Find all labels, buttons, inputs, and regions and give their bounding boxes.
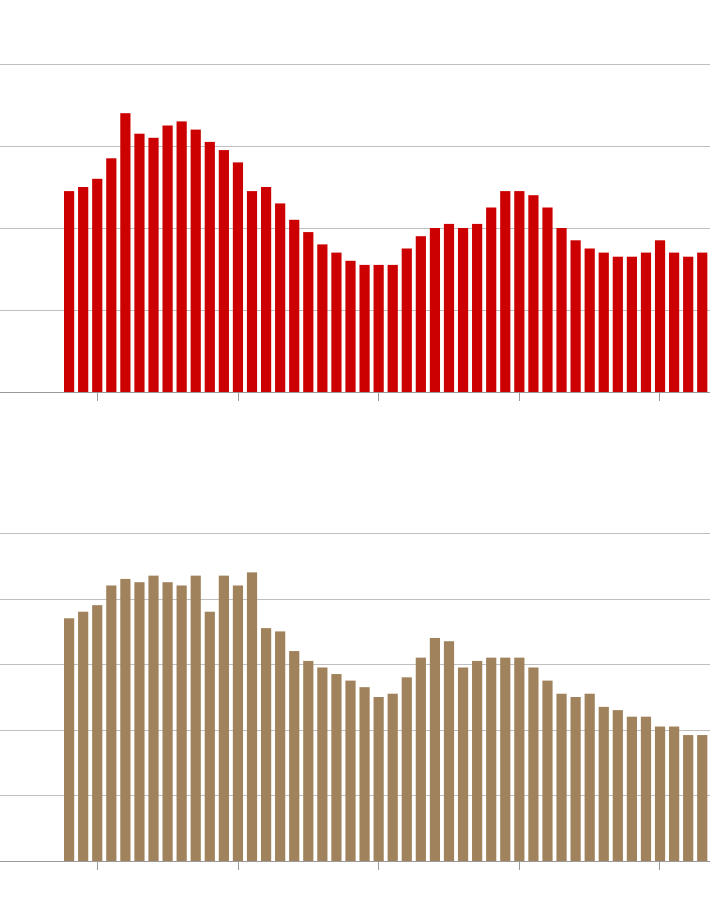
bottom-bar — [260, 628, 272, 861]
bottom-x-axis — [0, 861, 710, 870]
bottom-bar — [331, 674, 342, 861]
top-bar — [486, 207, 497, 392]
bottom-bar — [598, 706, 609, 861]
top-bar — [570, 240, 581, 392]
top-bar — [148, 137, 159, 392]
bottom-bar — [246, 572, 258, 861]
bottom-bar — [303, 660, 314, 861]
top-bar — [500, 191, 511, 392]
bottom-bar — [92, 605, 103, 861]
bottom-bar — [514, 657, 525, 861]
top-bar — [92, 178, 103, 392]
bottom-bar — [443, 641, 455, 861]
top-bar — [345, 260, 356, 392]
top-bar — [401, 248, 412, 392]
top-bar — [654, 240, 666, 392]
bottom-bar — [317, 667, 328, 861]
bottom-bar — [162, 582, 173, 861]
bottom-bar — [387, 693, 398, 861]
bottom-bar — [500, 657, 511, 861]
bottom-bar — [556, 693, 567, 861]
bottom-bar — [570, 697, 581, 861]
top-bar — [303, 232, 314, 392]
bottom-bar — [64, 618, 75, 861]
top-bar — [514, 191, 525, 392]
top-bar — [331, 252, 342, 392]
top-bar — [106, 158, 117, 392]
bottom-bar — [472, 660, 483, 861]
top-bar — [528, 195, 539, 392]
bottom-bar — [626, 716, 637, 861]
top-bar — [162, 125, 173, 392]
bottom-bar — [401, 677, 412, 861]
bottom-bar — [486, 657, 497, 861]
top-bar — [429, 228, 441, 392]
top-bar — [176, 121, 187, 393]
top-bar — [683, 256, 694, 392]
bottom-bar — [640, 716, 652, 861]
bottom-bar — [275, 631, 286, 861]
bottom-bar — [457, 667, 469, 861]
top-bar — [134, 133, 145, 392]
bottom-bar — [204, 611, 215, 861]
bottom-bars — [64, 572, 708, 861]
bottom-bar — [669, 726, 680, 861]
top-bar — [120, 113, 131, 392]
bottom-bar — [584, 693, 595, 861]
top-bar — [542, 207, 553, 392]
top-bar — [64, 191, 75, 392]
bottom-bar — [148, 575, 159, 861]
bottom-bar — [697, 735, 708, 861]
top-bar — [359, 264, 370, 392]
bottom-bar — [542, 680, 553, 861]
top-bar — [317, 244, 328, 392]
top-bar — [260, 187, 272, 392]
bottom-bar — [134, 582, 145, 861]
bottom-bar — [176, 585, 187, 861]
bottom-bar — [654, 726, 666, 861]
top-bar — [640, 252, 652, 392]
top-bar — [190, 129, 201, 392]
top-bar — [584, 248, 595, 392]
top-bar — [472, 223, 483, 392]
top-bar — [612, 256, 623, 392]
bottom-bar — [345, 680, 356, 861]
bottom-bar — [106, 585, 117, 861]
bottom-bar — [232, 585, 244, 861]
top-bars — [64, 113, 708, 393]
top-bar — [387, 264, 398, 392]
top-bar — [246, 191, 258, 392]
top-bar — [373, 264, 384, 392]
top-bar — [669, 252, 680, 392]
bottom-bar — [190, 575, 201, 861]
bottom-bar — [289, 651, 300, 861]
top-bar — [697, 252, 708, 392]
top-bar — [78, 187, 89, 392]
top-bar — [275, 203, 286, 392]
top-bar-chart — [0, 64, 710, 401]
top-bar — [204, 141, 215, 392]
top-x-axis — [0, 392, 710, 401]
bottom-bar — [528, 667, 539, 861]
top-bar — [443, 223, 455, 392]
bottom-bar — [415, 657, 426, 861]
bottom-bar — [218, 575, 229, 861]
bottom-bar — [612, 710, 623, 861]
bottom-bar — [373, 697, 384, 861]
bottom-bar — [359, 687, 370, 861]
top-bar — [415, 236, 426, 392]
bottom-bar — [429, 637, 441, 861]
top-bar — [556, 228, 567, 392]
top-bar — [457, 228, 469, 392]
bottom-bar — [78, 611, 89, 861]
top-bar — [626, 256, 637, 392]
top-bar — [218, 150, 229, 392]
top-bar — [598, 252, 609, 392]
bottom-bar — [683, 735, 694, 861]
bottom-bar — [120, 578, 131, 861]
top-bar — [232, 162, 244, 392]
bottom-bar-chart — [0, 533, 710, 870]
top-bar — [289, 219, 300, 392]
